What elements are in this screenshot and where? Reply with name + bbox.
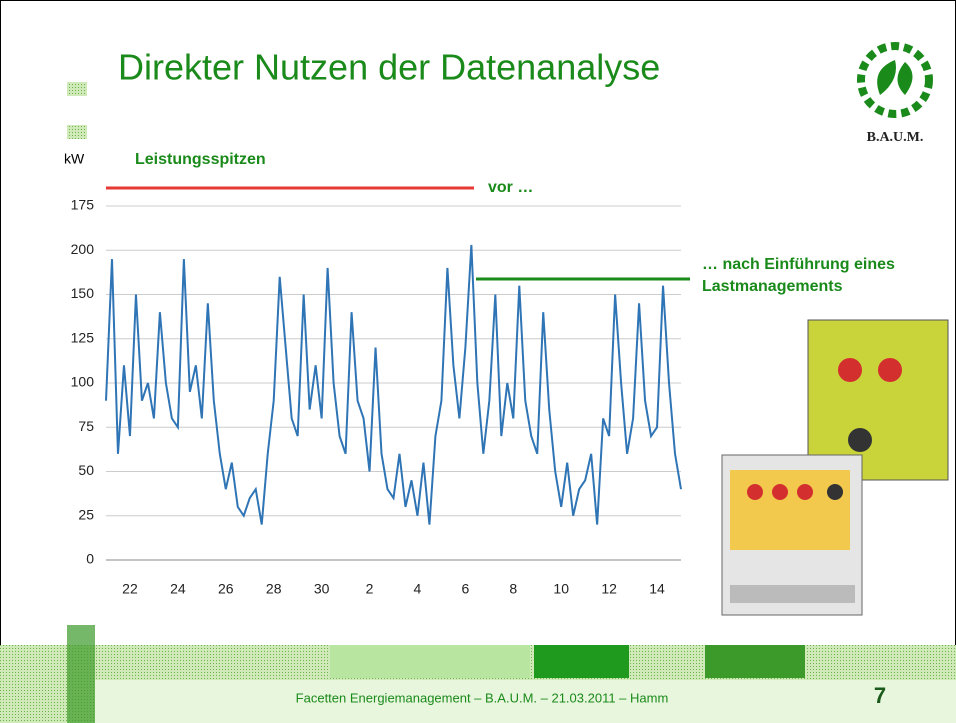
annotation: Leistungsspitzen — [135, 151, 266, 168]
slide: Direkter Nutzen der Datenanalyse B.A.U.M… — [0, 0, 956, 723]
x-tick-label: 8 — [509, 581, 517, 597]
annotation: Lastmanagements — [702, 278, 843, 295]
y-unit: kW — [64, 151, 85, 167]
y-tick-label: 150 — [71, 285, 95, 301]
footer-deco — [67, 625, 95, 723]
annotation: vor … — [488, 179, 533, 196]
x-tick-label: 2 — [366, 581, 374, 597]
x-tick-label: 12 — [601, 581, 617, 597]
x-tick-label: 22 — [122, 581, 138, 597]
logo-text: B.A.U.M. — [867, 130, 924, 145]
footer-deco — [705, 645, 805, 678]
annotation: … nach Einführung eines — [702, 256, 895, 273]
y-tick-label: 125 — [71, 329, 95, 345]
y-tick-label: 175 — [71, 197, 95, 213]
page-number: 7 — [874, 683, 886, 708]
deco — [67, 82, 87, 96]
y-tick-label: 75 — [78, 418, 94, 434]
x-tick-label: 30 — [314, 581, 330, 597]
y-tick-label: 25 — [78, 506, 94, 522]
deco — [67, 125, 87, 139]
footer-deco — [330, 645, 530, 678]
y-tick-label: 0 — [86, 551, 94, 567]
x-tick-label: 6 — [461, 581, 469, 597]
y-tick-label: 50 — [78, 462, 94, 478]
x-tick-label: 14 — [649, 581, 665, 597]
x-tick-label: 4 — [414, 581, 422, 597]
x-tick-label: 26 — [218, 581, 234, 597]
x-tick-label: 10 — [553, 581, 569, 597]
y-tick-label: 100 — [71, 374, 95, 390]
y-tick-label: 200 — [71, 241, 95, 257]
x-tick-label: 28 — [266, 581, 282, 597]
footer-text: Facetten Energiemanagement – B.A.U.M. – … — [296, 690, 669, 705]
x-tick-label: 24 — [170, 581, 186, 597]
title: Direkter Nutzen der Datenanalyse — [118, 47, 660, 88]
footer-deco — [534, 645, 629, 678]
